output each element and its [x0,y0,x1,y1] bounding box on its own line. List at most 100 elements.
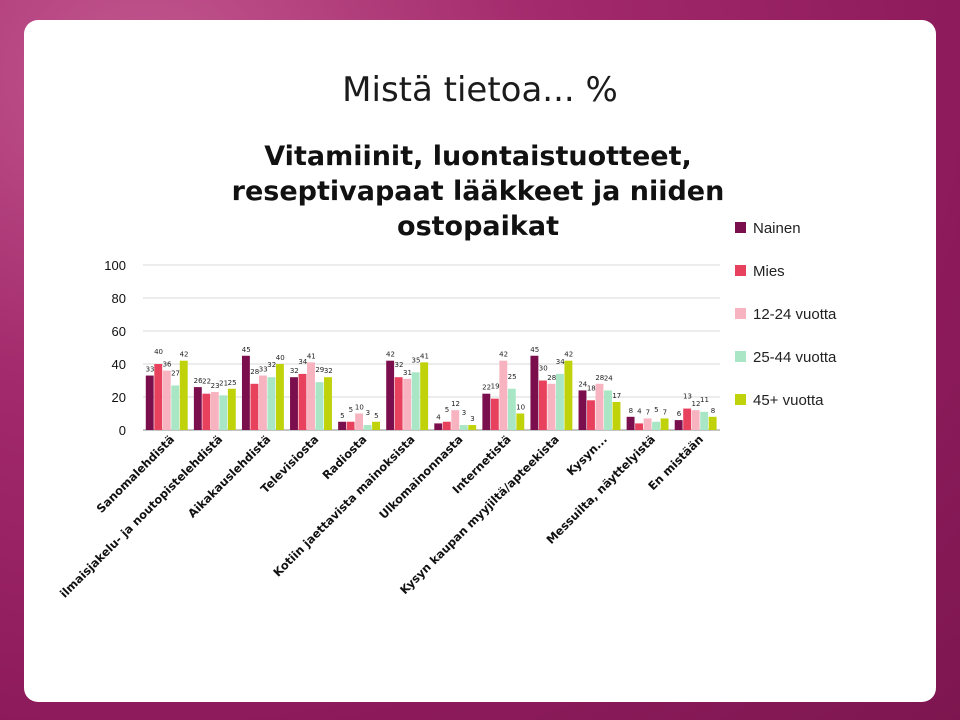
bar [171,385,180,430]
bar [459,425,468,430]
bar [468,425,477,430]
data-label: 3 [366,409,370,417]
bar [604,390,612,430]
data-label: 42 [499,351,508,359]
bar [691,410,700,430]
data-label: 5 [374,412,378,420]
chart-title: Vitamiinit, luontaistuotteet, reseptivapa… [232,141,725,242]
bar [298,373,307,430]
bar [162,370,171,430]
data-label: 32 [394,361,403,369]
chart-title-line: Vitamiinit, luontaistuotteet, [264,141,691,172]
data-label: 34 [298,358,307,366]
category-label: Kysyn... [564,432,610,478]
bar [202,393,211,430]
bar [683,408,692,430]
legend: Nainen Mies 12-24 vuotta 25-44 vuotta 45+ vu… [735,220,837,409]
bar [258,375,267,430]
data-label: 41 [420,352,429,360]
data-label: 32 [324,367,333,375]
grid-lines [143,264,720,431]
bar [507,388,516,430]
data-label: 4 [637,407,642,415]
data-label: 6 [677,410,682,418]
y-tick-label: 20 [112,390,126,405]
data-label: 8 [711,407,715,415]
bar [595,383,604,430]
data-label: 30 [539,365,548,373]
bar [403,378,412,430]
bar [307,362,315,430]
bar [612,401,621,430]
bar [219,395,228,430]
y-axis-ticks: 0 20 40 60 80 100 [104,258,126,438]
legend-label: Nainen [753,220,801,237]
bar [516,413,525,430]
data-label: 32 [267,361,276,369]
bar [490,398,499,430]
bar [708,416,717,430]
bar [442,421,451,430]
bars [145,355,717,430]
legend-label: 25-44 vuotta [753,349,837,366]
legend-label: 12-24 vuotta [753,306,837,323]
data-label: 45 [530,346,539,354]
bar [499,360,508,430]
category-label: Ulkomainonnasta [376,432,465,521]
data-label: 26 [194,377,203,385]
bar [267,377,276,430]
data-label: 22 [202,378,211,386]
bar [363,425,372,430]
bar [227,388,236,430]
legend-swatch [735,222,746,233]
category-label: Sanomalehdistä [94,432,178,516]
data-label: 23 [211,382,220,390]
data-label: 3 [470,415,474,423]
y-tick-label: 80 [112,291,126,306]
legend-swatch [735,308,746,319]
bar [372,421,381,430]
slide-title: Mistä tietoa... % [342,70,618,110]
bar [547,383,556,430]
data-label: 10 [516,404,525,412]
bar [275,364,284,430]
bar [193,387,202,430]
data-label: 7 [663,408,667,416]
bar [154,364,163,430]
data-label: 35 [411,356,420,364]
bar [355,413,364,430]
bar [250,383,259,430]
bar [578,390,587,430]
bar [411,372,420,430]
data-label: 34 [556,358,565,366]
slide-panel [24,20,936,702]
data-label: 22 [482,384,491,392]
data-label: 40 [276,354,285,362]
bar [652,421,661,430]
data-label: 12 [691,400,700,408]
legend-swatch [735,351,746,362]
data-label: 4 [436,413,441,421]
legend-label: 45+ vuotta [753,392,824,409]
bar [290,377,298,430]
category-label: Aikakauslehdistä [185,432,273,520]
y-tick-label: 40 [112,357,126,372]
bar [555,373,564,430]
data-label: 28 [250,368,259,376]
bar [420,362,429,430]
data-label: 10 [355,404,364,412]
data-label: 7 [646,408,650,416]
legend-label: Mies [753,263,785,280]
chart-title-line: reseptivapaat lääkkeet ja niiden [232,176,725,207]
data-label: 3 [462,409,466,417]
data-label: 19 [491,383,500,391]
data-label: 8 [629,407,633,415]
data-label: 29 [315,366,324,374]
bar [346,421,355,430]
data-label: 45 [242,346,251,354]
data-label: 36 [163,361,172,369]
bar [210,392,219,430]
bar [587,400,595,430]
